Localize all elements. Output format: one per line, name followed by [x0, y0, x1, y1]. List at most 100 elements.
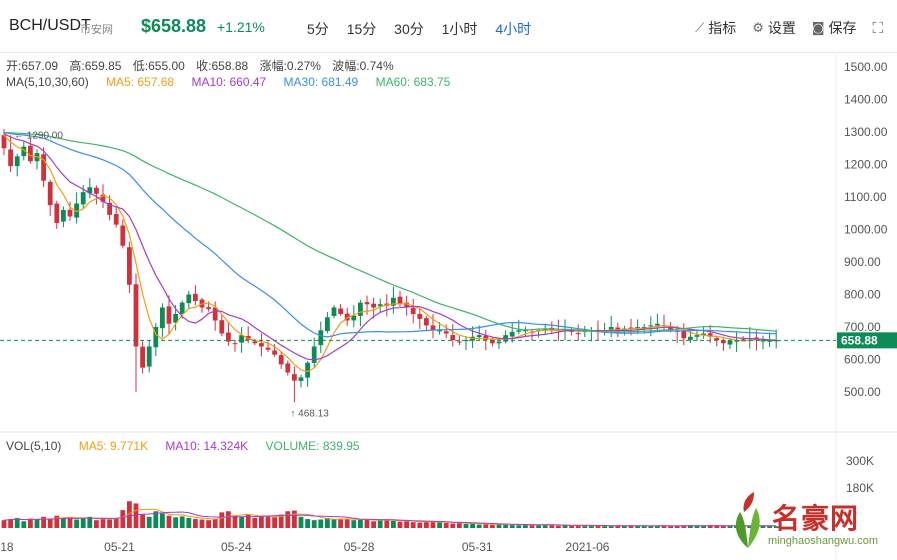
volume-bar [61, 517, 66, 528]
volume-bar [602, 525, 607, 528]
volume-bar [509, 525, 515, 528]
interval-1h[interactable]: 1小时 [441, 21, 478, 37]
settings-button[interactable]: ⚙ 设置 [752, 18, 796, 38]
volume-bar [443, 523, 449, 528]
volume-bar [767, 525, 772, 528]
volume-bar [113, 517, 119, 528]
candle-body [179, 302, 185, 314]
volume-bar [701, 525, 706, 528]
fullscreen-button[interactable]: ⛶ [872, 19, 883, 37]
candle-body [239, 335, 244, 343]
chart-header: BCH/USDT 币安网 $658.88 +1.21% 5分 15分 30分 1… [0, 0, 897, 53]
candle-body [87, 187, 93, 194]
candle-body [259, 343, 264, 347]
price-axis-tick: 1100.00 [844, 190, 887, 204]
volume-bar [186, 517, 192, 528]
candle-body [443, 331, 449, 334]
volume-bar [556, 525, 561, 528]
volume-bar [160, 513, 165, 528]
candle-body [463, 340, 469, 342]
candle-body [714, 338, 720, 340]
candle-body [285, 363, 291, 373]
volume-bar [364, 519, 370, 528]
volume-bar [668, 525, 673, 528]
volume-bar [476, 524, 482, 528]
indicators-label: 指标 [708, 20, 737, 36]
volume-bar [727, 525, 733, 528]
volume-bar [410, 522, 416, 528]
candle-body [14, 156, 20, 167]
price-axis-tick: 700.00 [844, 320, 881, 334]
volume-bar [206, 520, 211, 528]
date-label: 05-21 [104, 540, 135, 554]
ma5-value: MA5: 657.68 [106, 75, 175, 89]
volume-bar [582, 525, 588, 528]
candle-body [140, 346, 145, 368]
candle-body [153, 327, 159, 348]
trading-pair[interactable]: BCH/USDT [9, 17, 91, 34]
interval-30m[interactable]: 30分 [394, 21, 424, 37]
candle-body [430, 325, 436, 331]
candle-body [358, 302, 363, 316]
volume-bar [318, 519, 324, 528]
volume-bar [424, 521, 429, 528]
volume-bar [94, 520, 99, 528]
volume-bar [714, 525, 720, 528]
volume-bar [146, 516, 152, 528]
volume-bar [193, 519, 198, 528]
indicators-button[interactable]: ⟋ 指标 [695, 18, 736, 38]
candle-body [417, 313, 423, 319]
watermark-url: minghaoshangwu.com [768, 535, 879, 547]
volume-bar [179, 516, 185, 528]
volume-bar [674, 526, 680, 528]
save-button[interactable]: ◙ 保存 [812, 18, 857, 38]
volume-bar [199, 519, 205, 528]
exchange-source: 币安网 [80, 24, 113, 36]
volume-bar [153, 511, 159, 528]
vol-label[interactable]: VOL(5,10) [6, 439, 62, 453]
ma-label[interactable]: MA(5,10,30,60) [6, 75, 89, 89]
date-label: 05-28 [344, 540, 375, 554]
volume-bar [569, 525, 574, 528]
volume-bar [635, 525, 640, 528]
candle-body [509, 331, 515, 337]
volume-axis-tick: 300K [846, 454, 874, 468]
date-label: 05-31 [462, 540, 493, 554]
interval-5m[interactable]: 5分 [307, 21, 329, 37]
volume-bar [377, 520, 383, 528]
volume-bar [694, 525, 700, 528]
candle-body [292, 374, 297, 381]
volume-bar [351, 520, 357, 528]
candle-body [608, 327, 614, 330]
candle-body [760, 340, 766, 342]
ma5-line [3, 134, 777, 373]
candle-body [338, 308, 343, 314]
low-annotation: ↑ 468.13 [290, 408, 329, 419]
candle-body [80, 192, 86, 205]
volume-bar [232, 515, 238, 528]
candle-body [74, 203, 79, 218]
candle-body [278, 355, 284, 365]
volume-bar [331, 519, 337, 528]
volume-bar [648, 526, 654, 528]
high-value: 高:659.85 [69, 59, 122, 73]
date-label: 2021-06 [565, 540, 609, 554]
candle-body [648, 325, 654, 327]
volume-bar [760, 525, 766, 528]
volume-bar [641, 525, 647, 528]
price-axis-tick: 1200.00 [844, 158, 888, 172]
candle-body [318, 330, 324, 346]
volume-bar [265, 516, 271, 528]
volume-bar [404, 521, 409, 528]
volume-bar [305, 519, 310, 528]
volume-bar [516, 525, 522, 528]
interval-15m[interactable]: 15分 [346, 21, 377, 37]
candle-body [173, 314, 178, 323]
volume-bar [575, 525, 581, 528]
candle-body [516, 330, 522, 332]
candle-body [767, 340, 772, 342]
interval-4h[interactable]: 4小时 [495, 21, 532, 37]
watermark-name: 名豪网 [772, 502, 860, 535]
volume-bar [608, 526, 614, 528]
